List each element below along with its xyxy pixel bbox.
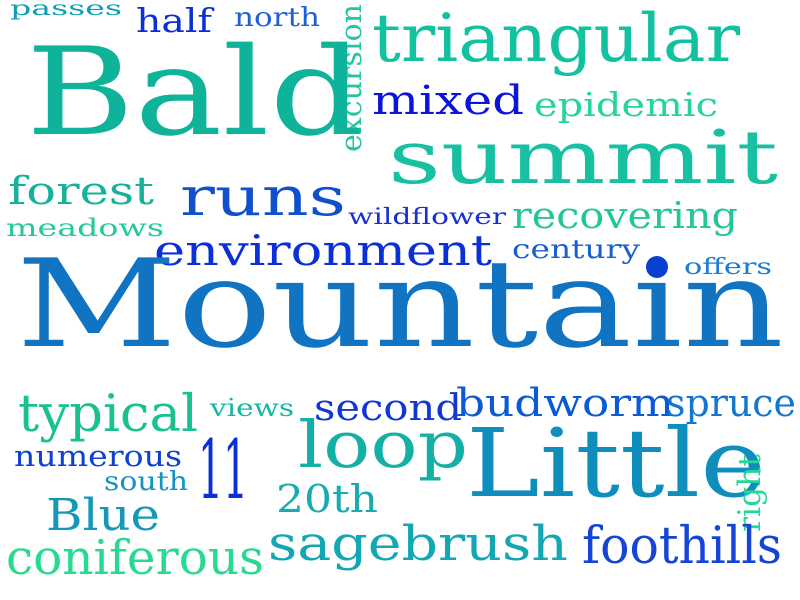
- word-numerous: numerous: [14, 440, 182, 474]
- word-views: views: [210, 392, 294, 422]
- word-mixed: mixed: [372, 78, 524, 124]
- word-recovering: recovering: [512, 195, 738, 238]
- word-bald: Bald: [26, 20, 364, 163]
- word-forest: forest: [8, 169, 154, 214]
- word-meadows: meadows: [6, 212, 164, 242]
- word-second: second: [314, 387, 462, 430]
- word-wildflower: wildflower: [348, 203, 506, 230]
- word-passes: passes: [10, 0, 122, 20]
- word-environment: environment: [154, 225, 492, 275]
- word-budworm: budworm: [456, 381, 674, 426]
- word-coniferous: coniferous: [6, 531, 264, 587]
- dot-mark: [646, 256, 668, 278]
- word-loop: loop: [298, 407, 468, 483]
- word-epidemic: epidemic: [534, 85, 718, 124]
- word-half: half: [136, 1, 212, 40]
- word-blue: Blue: [46, 489, 160, 541]
- word-century: century: [512, 234, 640, 266]
- word-foothills: foothills: [582, 515, 782, 576]
- word-south: south: [104, 466, 188, 498]
- word-north: north: [234, 2, 320, 34]
- word-summit: summit: [388, 114, 778, 201]
- word-triangular: triangular: [372, 0, 740, 78]
- word-typical: typical: [18, 383, 198, 444]
- word-20th: 20th: [276, 477, 378, 522]
- word-mountain: Mountain: [16, 232, 784, 375]
- word-little: Little: [466, 408, 766, 519]
- word-runs: runs: [180, 165, 346, 228]
- word-sagebrush: sagebrush: [268, 517, 568, 573]
- word-11: 11: [198, 422, 248, 518]
- word-offers: offers: [684, 253, 772, 280]
- word-spruce: spruce: [666, 381, 796, 426]
